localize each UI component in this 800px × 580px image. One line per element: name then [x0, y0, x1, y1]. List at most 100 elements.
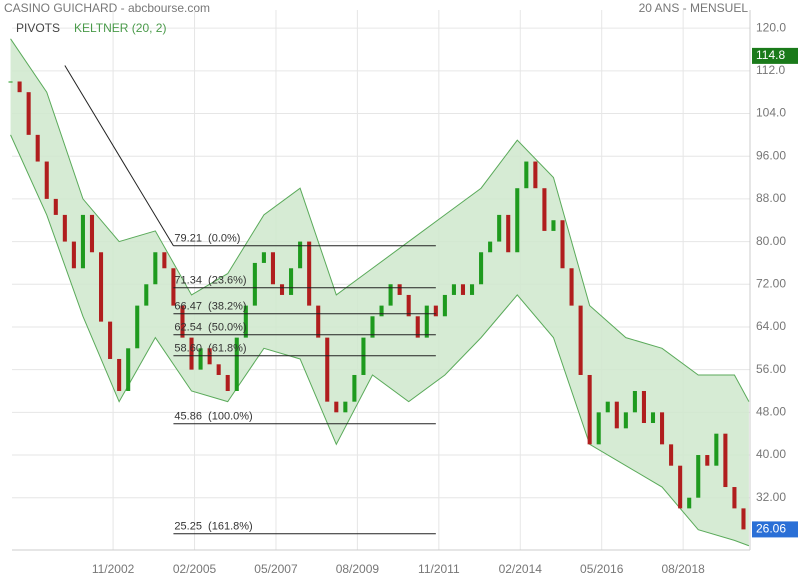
price-tag-label: 114.8: [756, 48, 785, 62]
candle: [279, 284, 285, 295]
candle: [605, 401, 610, 413]
fib-label: 79.21 (0.0%): [174, 233, 240, 245]
candle: [17, 81, 22, 93]
y-tick-label: 120.0: [756, 20, 786, 34]
candle: [623, 412, 628, 429]
y-tick-label: 56.00: [756, 362, 786, 376]
candle: [741, 508, 746, 530]
candle: [89, 214, 95, 253]
candle: [153, 252, 158, 285]
candle: [361, 337, 366, 375]
x-tick-label: 05/2016: [580, 562, 624, 576]
candle: [723, 433, 728, 488]
candle: [451, 284, 456, 295]
x-tick-label: 11/2011: [418, 562, 460, 576]
candle: [424, 305, 429, 338]
candle: [53, 198, 58, 215]
candle: [99, 252, 104, 322]
candle: [533, 161, 538, 189]
candle: [669, 444, 674, 466]
candle: [207, 348, 212, 365]
candle: [660, 412, 665, 445]
candle: [26, 92, 31, 135]
band-upper: [10, 38, 750, 402]
candle: [506, 214, 511, 253]
candle: [632, 390, 637, 413]
candle: [352, 374, 357, 402]
candle: [189, 337, 194, 370]
candle: [587, 374, 592, 445]
fib-label: 62.54 (50.0%): [174, 322, 246, 334]
fib-label: 45.86 (100.0%): [174, 411, 252, 423]
candle: [180, 305, 185, 338]
candle: [307, 241, 312, 306]
candle: [542, 188, 547, 231]
x-tick-label: 11/2002: [92, 562, 135, 576]
candle: [135, 305, 140, 349]
fib-label: 71.34 (23.6%): [174, 275, 246, 287]
candle: [35, 134, 40, 162]
fib-label: 66.47 (38.2%): [174, 301, 246, 313]
candle: [524, 161, 529, 189]
candle: [497, 214, 502, 242]
indicator-label[interactable]: PIVOTS: [16, 21, 60, 35]
candle: [596, 412, 601, 445]
candle: [370, 316, 375, 338]
price-tag: [752, 47, 798, 64]
candle: [270, 252, 275, 285]
candle: [488, 241, 493, 253]
y-tick-label: 88.00: [756, 191, 786, 205]
candle: [80, 214, 85, 269]
chart-subtitle: 20 ANS - MENSUEL: [639, 1, 749, 15]
candle: [560, 220, 565, 269]
candle: [397, 284, 402, 295]
candle: [714, 433, 719, 466]
price-tag-label: 26.06: [756, 522, 786, 536]
candle: [379, 305, 384, 317]
candle: [316, 305, 321, 338]
candle: [687, 497, 692, 509]
candle: [289, 268, 294, 295]
y-tick-label: 96.00: [756, 148, 786, 162]
candle: [614, 401, 619, 429]
candle: [162, 252, 167, 269]
candle: [198, 348, 203, 370]
candle: [252, 262, 257, 306]
candle: [126, 348, 131, 391]
fib-label: 58.60 (61.8%): [174, 343, 246, 355]
candle: [298, 241, 303, 269]
candle: [343, 401, 348, 413]
candle: [732, 487, 737, 509]
candle: [261, 252, 266, 263]
trend-line: [64, 65, 174, 247]
candle: [442, 294, 447, 317]
candle: [117, 358, 122, 391]
candle: [216, 364, 221, 375]
x-tick-label: 08/2018: [661, 562, 705, 576]
indicator-label[interactable]: KELTNER (20, 2): [74, 21, 166, 35]
y-tick-label: 64.00: [756, 319, 786, 333]
candle: [171, 268, 176, 306]
price-tag: [752, 521, 798, 538]
chart-title: CASINO GUICHARD - abcbourse.com: [4, 1, 210, 15]
candle: [705, 455, 710, 466]
candle: [678, 465, 683, 509]
x-tick-label: 05/2007: [254, 562, 298, 576]
candle: [469, 284, 475, 295]
candle: [8, 81, 13, 83]
fib-label: 25.25 (161.8%): [174, 521, 252, 533]
band-fill: [10, 38, 749, 546]
y-tick-label: 80.00: [756, 234, 786, 248]
x-tick-label: 02/2005: [173, 562, 217, 576]
x-tick-label: 08/2009: [336, 562, 380, 576]
candle: [641, 390, 646, 424]
candle: [234, 337, 239, 391]
band-lower: [10, 134, 750, 547]
candle: [71, 241, 76, 269]
candle: [551, 220, 556, 231]
candle: [243, 305, 248, 338]
candle: [225, 374, 230, 391]
y-tick-label: 48.00: [756, 405, 786, 419]
candle: [406, 294, 411, 317]
